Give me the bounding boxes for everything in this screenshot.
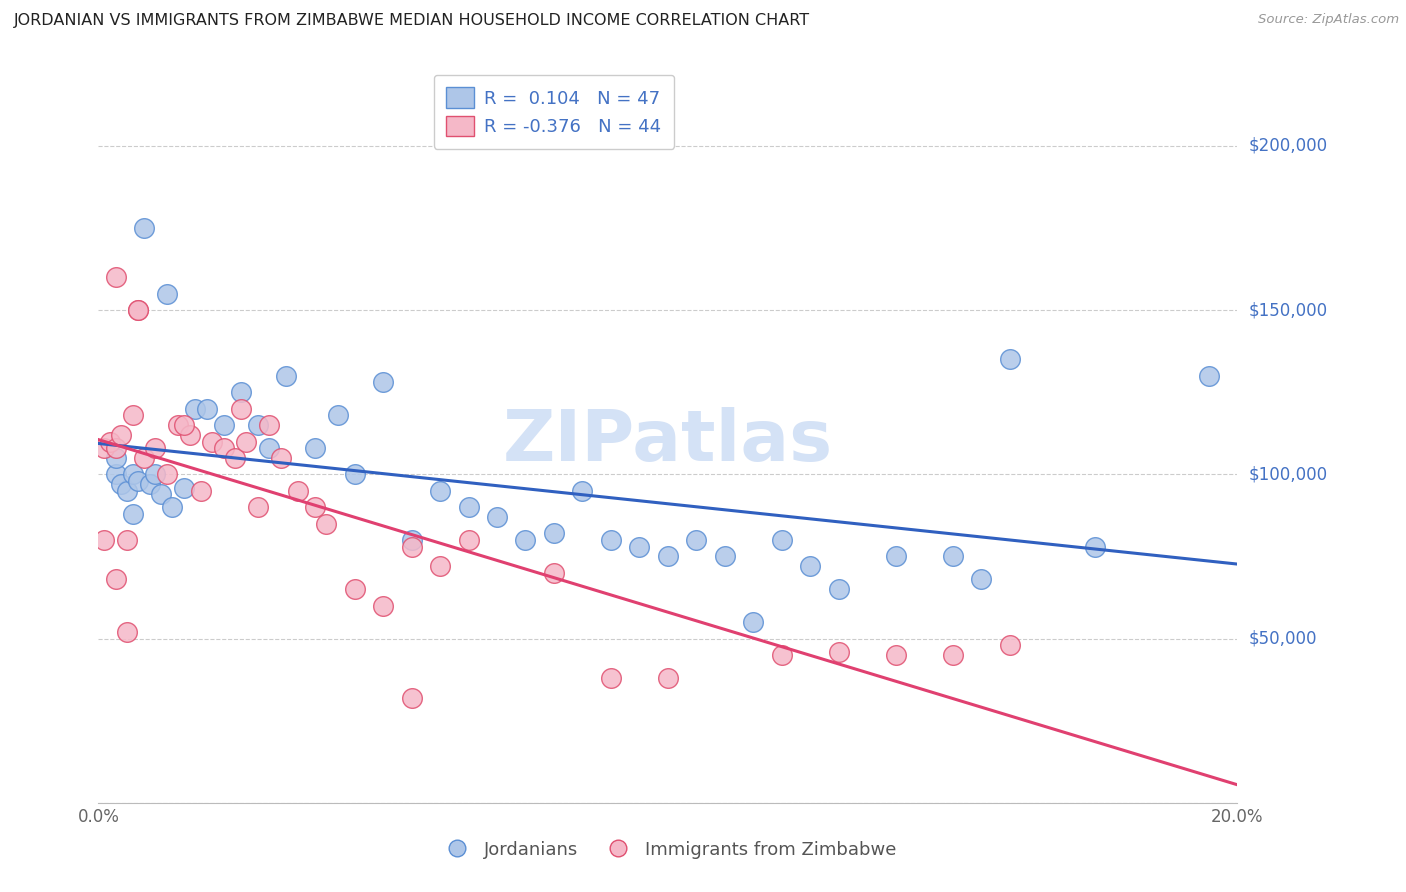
Point	[201, 434, 224, 449]
Point	[828, 582, 851, 597]
Point	[212, 418, 235, 433]
Point	[229, 401, 252, 416]
Point	[235, 434, 257, 449]
Point	[543, 566, 565, 580]
Point	[628, 540, 651, 554]
Point	[600, 533, 623, 547]
Point	[287, 483, 309, 498]
Point	[115, 625, 138, 640]
Point	[110, 477, 132, 491]
Point	[127, 474, 149, 488]
Point	[515, 533, 537, 547]
Point	[373, 599, 395, 613]
Text: $50,000: $50,000	[1249, 630, 1317, 648]
Point	[486, 510, 509, 524]
Text: ZIPatlas: ZIPatlas	[503, 407, 832, 476]
Point	[173, 481, 195, 495]
Point	[259, 418, 281, 433]
Point	[145, 441, 167, 455]
Point	[657, 671, 679, 685]
Point	[657, 549, 679, 564]
Point	[104, 467, 127, 482]
Point	[93, 533, 115, 547]
Point	[104, 270, 127, 285]
Point	[127, 303, 149, 318]
Point	[132, 450, 155, 465]
Point	[276, 368, 298, 383]
Point	[373, 376, 395, 390]
Point	[343, 582, 366, 597]
Point	[156, 286, 179, 301]
Point	[246, 418, 269, 433]
Point	[98, 434, 121, 449]
Point	[212, 441, 235, 455]
Point	[104, 450, 127, 465]
Point	[315, 516, 337, 531]
Point	[770, 533, 793, 547]
Point	[1084, 540, 1107, 554]
Point	[998, 352, 1021, 367]
Point	[246, 500, 269, 515]
Point	[167, 418, 190, 433]
Point	[121, 467, 143, 482]
Point	[132, 221, 155, 235]
Point	[457, 533, 479, 547]
Point	[150, 487, 173, 501]
Point	[429, 483, 451, 498]
Point	[127, 303, 149, 318]
Point	[970, 573, 993, 587]
Point	[799, 559, 821, 574]
Point	[270, 450, 292, 465]
Point	[828, 645, 851, 659]
Point	[770, 648, 793, 662]
Point	[110, 428, 132, 442]
Point	[93, 441, 115, 455]
Text: Source: ZipAtlas.com: Source: ZipAtlas.com	[1258, 13, 1399, 27]
Point	[571, 483, 593, 498]
Point	[884, 648, 907, 662]
Point	[156, 467, 179, 482]
Text: $200,000: $200,000	[1249, 137, 1327, 155]
Text: $150,000: $150,000	[1249, 301, 1327, 319]
Point	[401, 533, 423, 547]
Point	[259, 441, 281, 455]
Point	[998, 638, 1021, 652]
Point	[162, 500, 184, 515]
Point	[138, 477, 160, 491]
Point	[229, 385, 252, 400]
Point	[184, 401, 207, 416]
Point	[343, 467, 366, 482]
Point	[326, 409, 349, 423]
Point	[714, 549, 737, 564]
Point	[457, 500, 479, 515]
Point	[742, 615, 765, 630]
Point	[304, 500, 326, 515]
Point	[942, 648, 965, 662]
Point	[224, 450, 246, 465]
Point	[145, 467, 167, 482]
Text: JORDANIAN VS IMMIGRANTS FROM ZIMBABWE MEDIAN HOUSEHOLD INCOME CORRELATION CHART: JORDANIAN VS IMMIGRANTS FROM ZIMBABWE ME…	[14, 13, 810, 29]
Point	[104, 441, 127, 455]
Point	[195, 401, 218, 416]
Point	[1198, 368, 1220, 383]
Point	[685, 533, 707, 547]
Point	[121, 507, 143, 521]
Point	[884, 549, 907, 564]
Point	[190, 483, 212, 498]
Point	[543, 526, 565, 541]
Point	[115, 483, 138, 498]
Point	[401, 690, 423, 705]
Point	[401, 540, 423, 554]
Point	[429, 559, 451, 574]
Point	[179, 428, 201, 442]
Point	[104, 573, 127, 587]
Point	[173, 418, 195, 433]
Point	[304, 441, 326, 455]
Legend: Jordanians, Immigrants from Zimbabwe: Jordanians, Immigrants from Zimbabwe	[432, 834, 904, 866]
Point	[600, 671, 623, 685]
Text: $100,000: $100,000	[1249, 466, 1327, 483]
Point	[942, 549, 965, 564]
Point	[121, 409, 143, 423]
Point	[115, 533, 138, 547]
